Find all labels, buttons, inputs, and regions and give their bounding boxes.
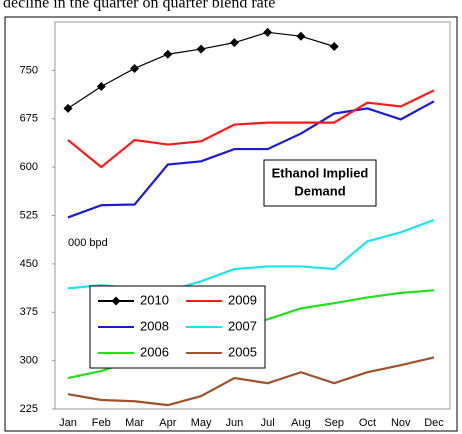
y-tick-label: 525 <box>20 209 38 221</box>
y-tick-label: 675 <box>20 113 38 125</box>
legend: 2010 2009 2008 2007 2006 2005 <box>89 285 266 369</box>
series-line <box>67 100 435 219</box>
y-tick-label: 225 <box>20 403 38 415</box>
point <box>196 44 206 54</box>
legend-label: 2005 <box>228 344 257 359</box>
point <box>329 42 339 52</box>
x-tick-label: Jun <box>225 417 243 429</box>
x-tick-label: Apr <box>159 417 176 429</box>
point <box>96 82 106 91</box>
annotation-box <box>263 159 377 207</box>
caption: decline in the quarter on quarter blend … <box>3 0 275 12</box>
x-tick-label: Dec <box>424 417 444 429</box>
y-tick-label: 450 <box>20 258 38 270</box>
x-tick-label: Aug <box>291 417 311 429</box>
x-tick-label: Jul <box>261 417 275 429</box>
annotation: Demand <box>294 183 345 198</box>
chart-frame <box>4 16 458 432</box>
y-tick-label: 300 <box>20 355 38 367</box>
annotation: Ethanol Implied <box>272 165 369 180</box>
legend-label: 2007 <box>228 318 257 333</box>
x-tick-label: Feb <box>92 417 111 429</box>
legend-label: 2006 <box>140 344 169 359</box>
series-line <box>67 31 335 109</box>
y-tick-label: 600 <box>20 161 38 173</box>
x-tick-label: Mar <box>125 417 144 429</box>
point <box>63 103 73 113</box>
x-tick-label: May <box>191 417 212 429</box>
x-tick-label: Oct <box>359 417 376 429</box>
series-line <box>67 356 435 407</box>
point <box>163 49 173 59</box>
point <box>263 27 273 37</box>
y-tick-label: 750 <box>20 64 38 76</box>
unit-label: 000 bpd <box>68 237 108 249</box>
y-tick-label: 375 <box>20 306 38 318</box>
series-line <box>67 218 435 293</box>
x-tick-label: Jan <box>59 417 77 429</box>
legend-label: 2010 <box>140 292 169 307</box>
point <box>296 31 306 41</box>
point <box>229 38 239 48</box>
x-tick-label: Nov <box>391 417 411 429</box>
series-line <box>67 89 435 169</box>
legend-marker <box>111 296 121 306</box>
legend-label: 2009 <box>228 292 257 307</box>
x-tick-label: Sep <box>324 417 344 429</box>
point <box>130 63 140 73</box>
legend-label: 2008 <box>140 318 169 333</box>
